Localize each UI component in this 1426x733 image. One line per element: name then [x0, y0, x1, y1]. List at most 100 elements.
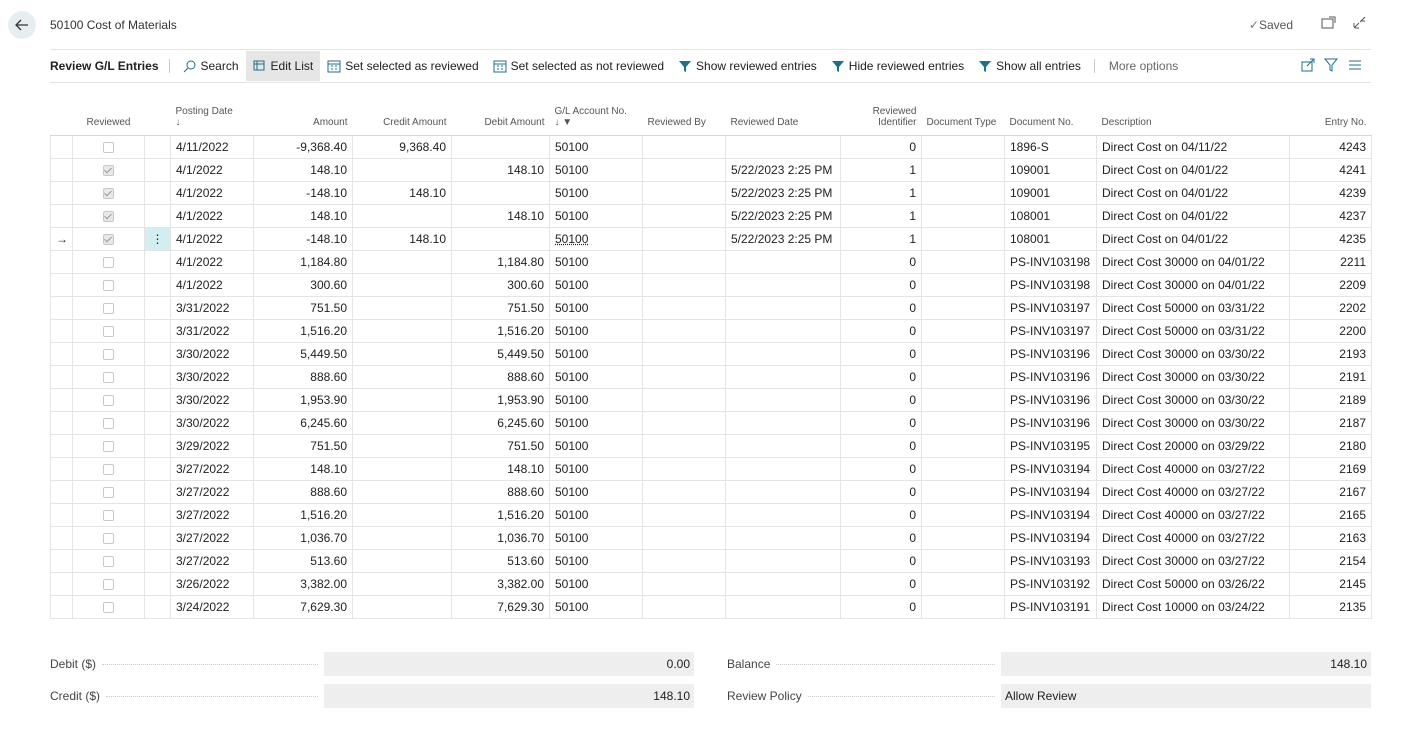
table-cell: 0	[840, 296, 922, 320]
toolbar-title[interactable]: Review G/L Entries	[50, 59, 170, 73]
reviewed-checkbox[interactable]	[103, 211, 114, 223]
table-cell: 1,516.20	[253, 319, 353, 343]
toolbar-action[interactable]: Set selected as not reviewed	[486, 51, 671, 81]
more-options[interactable]: More options	[1093, 59, 1178, 73]
back-button[interactable]	[8, 11, 36, 39]
cell-text: 1	[909, 186, 916, 200]
reviewed-checkbox[interactable]	[103, 303, 114, 315]
table-cell: 2167	[1289, 480, 1372, 504]
row-indicator	[50, 572, 73, 596]
reviewed-checkbox[interactable]	[103, 349, 114, 361]
table-row[interactable]: 3/31/2022 751.50 751.50 50100 0 PS-INV103197 D…	[50, 296, 1372, 320]
table-row[interactable]: → ⋮ 4/1/2022 -148.10 148.10 50100 5/22/2023 2:…	[50, 227, 1372, 251]
table-cell: 4/1/2022	[170, 227, 254, 251]
row-indicator	[50, 296, 73, 320]
table-cell: 0	[840, 365, 922, 389]
reviewed-checkbox[interactable]	[103, 188, 114, 200]
row-menu	[144, 595, 171, 619]
reviewed-checkbox[interactable]	[103, 418, 114, 430]
reviewed-checkbox[interactable]	[103, 142, 114, 154]
reviewed-checkbox[interactable]	[103, 487, 114, 499]
reviewed-checkbox[interactable]	[103, 165, 114, 177]
toolbar-action[interactable]: Show reviewed entries	[671, 51, 824, 81]
table-row[interactable]: 3/27/2022 1,036.70 1,036.70 50100 0 PS-INV103…	[50, 526, 1372, 550]
cell-text: 50100	[555, 393, 589, 407]
reviewed-checkbox[interactable]	[103, 533, 114, 545]
table-row[interactable]: 4/1/2022 148.10 148.10 50100 5/22/2023 2:25 …	[50, 204, 1372, 228]
cell-text: 0	[909, 278, 916, 292]
cell-text: Direct Cost 40000 on 03/27/22	[1102, 531, 1265, 545]
table-row[interactable]: 3/27/2022 513.60 513.60 50100 0 PS-INV103193 D…	[50, 549, 1372, 573]
cell-text: 2163	[1339, 531, 1366, 545]
toolbar-action[interactable]: Hide reviewed entries	[824, 51, 971, 81]
reviewed-checkbox[interactable]	[103, 556, 114, 568]
cell-text: Direct Cost 10000 on 03/24/22	[1102, 600, 1265, 614]
table-cell: Direct Cost 50000 on 03/31/22	[1096, 319, 1290, 343]
table-cell: 1,516.20	[451, 503, 550, 527]
table-row[interactable]: 4/11/2022 -9,368.40 9,368.40 50100 0 1896-S Di…	[50, 135, 1372, 159]
table-row[interactable]: 4/1/2022 -148.10 148.10 50100 5/22/2023 2:25…	[50, 181, 1372, 205]
table-row[interactable]: 3/30/2022 5,449.50 5,449.50 50100 0 PS-INV103…	[50, 342, 1372, 366]
row-menu	[144, 572, 171, 596]
table-cell: 0	[840, 250, 922, 274]
table-cell: 0	[840, 342, 922, 366]
reviewed-checkbox[interactable]	[103, 280, 114, 292]
table-cell: 148.10	[253, 204, 353, 228]
table-cell: -148.10	[253, 181, 353, 205]
table-row[interactable]: 3/31/2022 1,516.20 1,516.20 50100 0 PS-INV103…	[50, 319, 1372, 343]
window-icons-svg[interactable]	[1320, 14, 1370, 34]
reviewed-checkbox[interactable]	[103, 441, 114, 453]
total-label-wrap: Balance	[727, 657, 1001, 671]
table-cell: 1,184.80	[253, 250, 353, 274]
cell-text: 50100	[555, 531, 589, 545]
toolbar-action[interactable]: Show all entries	[971, 51, 1088, 81]
table-row[interactable]: 3/30/2022 1,953.90 1,953.90 50100 0 PS-INV103…	[50, 388, 1372, 412]
toolbar-action-label: Show reviewed entries	[696, 59, 817, 73]
toolbar-action[interactable]: Set selected as reviewed	[320, 51, 485, 81]
reviewed-checkbox[interactable]	[103, 326, 114, 338]
reviewed-checkbox[interactable]	[103, 257, 114, 269]
reviewed-checkbox[interactable]	[103, 234, 114, 246]
table-cell: 2180	[1289, 434, 1372, 458]
table-row[interactable]: 3/30/2022 6,245.60 6,245.60 50100 0 PS-INV103…	[50, 411, 1372, 435]
row-menu	[144, 296, 171, 320]
page-title: 50100 Cost of Materials	[50, 18, 177, 32]
table-row[interactable]: 3/26/2022 3,382.00 3,382.00 50100 0 PS-INV103…	[50, 572, 1372, 596]
cell-text: 3/31/2022	[176, 324, 230, 338]
table-cell: 50100	[549, 135, 643, 159]
table-row[interactable]: 3/24/2022 7,629.30 7,629.30 50100 0 PS-INV103…	[50, 595, 1372, 619]
cell-text: 0	[909, 577, 916, 591]
table-cell: PS-INV103194	[1004, 480, 1097, 504]
table-row[interactable]: 4/1/2022 1,184.80 1,184.80 50100 0 PS-INV1031…	[50, 250, 1372, 274]
cell-text: 3,382.00	[300, 577, 347, 591]
table-cell: Direct Cost 40000 on 03/27/22	[1096, 526, 1290, 550]
table-row[interactable]: 3/27/2022 888.60 888.60 50100 0 PS-INV103194 D…	[50, 480, 1372, 504]
table-row[interactable]: 3/30/2022 888.60 888.60 50100 0 PS-INV103196 D…	[50, 365, 1372, 389]
total-field: Credit ($) 148.10	[50, 684, 694, 708]
table-row[interactable]: 4/1/2022 148.10 148.10 50100 5/22/2023 2:25 …	[50, 158, 1372, 182]
toolbar-action[interactable]: Edit List	[245, 51, 321, 81]
reviewed-checkbox[interactable]	[103, 602, 114, 614]
reviewed-checkbox[interactable]	[103, 510, 114, 522]
table-cell: 2145	[1289, 572, 1372, 596]
reviewed-checkbox[interactable]	[103, 372, 114, 384]
table-row[interactable]: 4/1/2022 300.60 300.60 50100 0 PS-INV103198 Di…	[50, 273, 1372, 297]
reviewed-cell	[72, 273, 145, 297]
cell-text: Direct Cost 40000 on 03/27/22	[1102, 462, 1265, 476]
table-row[interactable]: 3/29/2022 751.50 751.50 50100 0 PS-INV103195 D…	[50, 434, 1372, 458]
cell-text: 2154	[1339, 554, 1366, 568]
table-row[interactable]: 3/27/2022 1,516.20 1,516.20 50100 0 PS-INV103…	[50, 503, 1372, 527]
toolbar-right-icons[interactable]	[1301, 57, 1371, 76]
table-cell	[352, 549, 452, 573]
table-cell	[921, 572, 1005, 596]
table-cell: 888.60	[253, 365, 353, 389]
table-cell: Direct Cost on 04/01/22	[1096, 204, 1290, 228]
table-row[interactable]: 3/27/2022 148.10 148.10 50100 0 PS-INV103194 D…	[50, 457, 1372, 481]
toolbar-action[interactable]: Search	[176, 51, 246, 81]
reviewed-checkbox[interactable]	[103, 464, 114, 476]
reviewed-checkbox[interactable]	[103, 395, 114, 407]
cell-text: 3/30/2022	[176, 347, 230, 361]
reviewed-checkbox[interactable]	[103, 579, 114, 591]
row-indicator	[50, 250, 73, 274]
